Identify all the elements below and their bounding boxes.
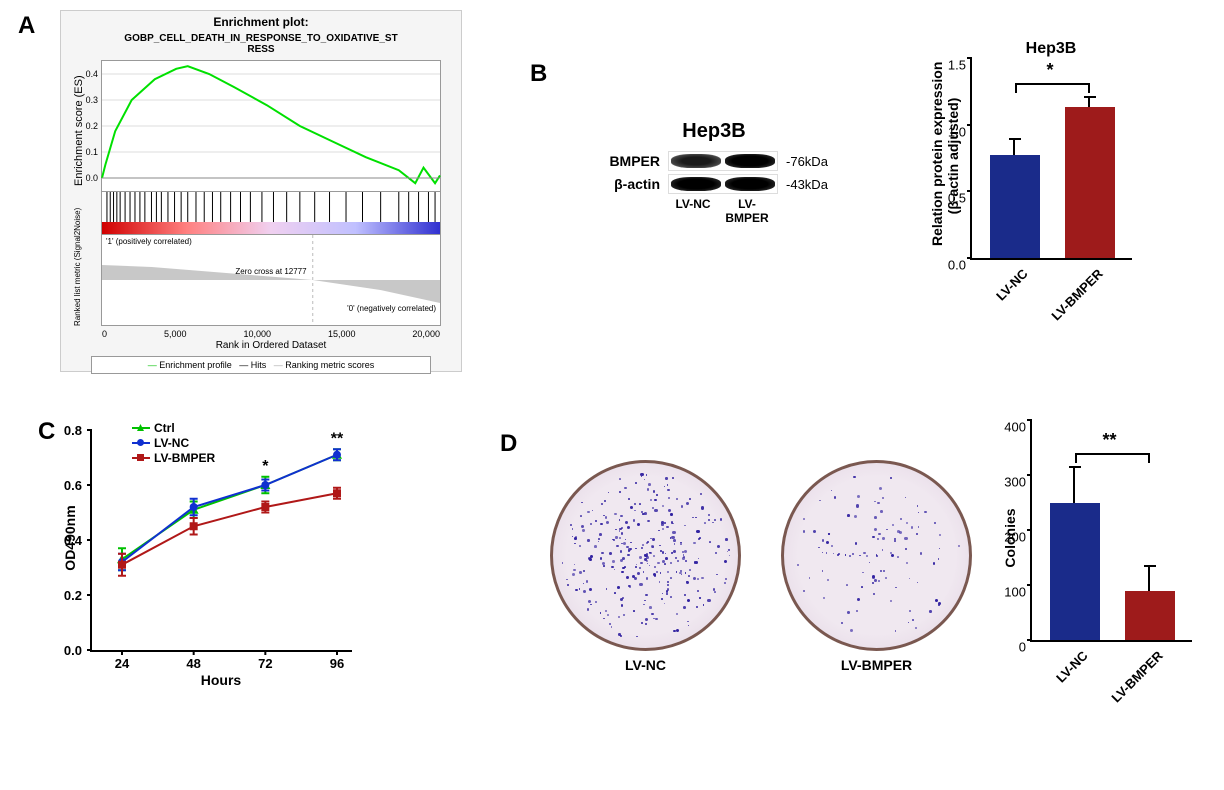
- lane-label: LV-BMPER: [722, 197, 772, 225]
- gsea-gradient: [101, 222, 441, 234]
- svg-text:0.0: 0.0: [86, 173, 98, 183]
- svg-text:0.1: 0.1: [86, 147, 98, 157]
- blot-lane-labels: LV-NC LV-BMPER: [668, 197, 828, 225]
- svg-text:96: 96: [330, 656, 344, 671]
- svg-text:0.2: 0.2: [86, 121, 98, 131]
- svg-text:0.2: 0.2: [64, 588, 82, 603]
- dish-label: LV-BMPER: [781, 657, 972, 673]
- xtick: 0: [102, 329, 107, 339]
- es-curve-svg: 0.00.10.20.30.4: [102, 61, 440, 191]
- panel-a: A Enrichment plot: GOBP_CELL_DEATH_IN_RE…: [10, 10, 490, 390]
- svg-text:**: **: [331, 430, 344, 447]
- lc-svg: 0.00.20.40.60.824487296***: [92, 430, 352, 650]
- gsea-ranked-area: '1' (positively correlated) Zero cross a…: [101, 234, 441, 326]
- lane-label: LV-NC: [668, 197, 718, 225]
- panel-c: C OD490nm 0.00.20.40.60.824487296*** Ctr…: [10, 390, 490, 770]
- blot-row-bmper: BMPER -76kDa: [600, 151, 828, 171]
- gsea-xlabel: Rank in Ordered Dataset: [102, 340, 440, 351]
- line-chart-c: OD490nm 0.00.20.40.60.824487296*** CtrlL…: [90, 430, 352, 688]
- svg-text:0.4: 0.4: [86, 69, 98, 79]
- svg-text:0.6: 0.6: [64, 478, 82, 493]
- gsea-xticks: 0 5,000 10,000 15,000 20,000: [102, 329, 440, 339]
- lc-area: 0.00.20.40.60.824487296*** CtrlLV-NCLV-B…: [90, 430, 352, 652]
- band: [725, 177, 775, 191]
- svg-text:0.4: 0.4: [64, 533, 83, 548]
- neg-corr-label: '0' (negatively correlated): [347, 304, 436, 313]
- colony-dishes: LV-NC LV-BMPER: [550, 460, 972, 673]
- bar-chart-d: Colonies 0100200300400LV-NCLV-BMPER**: [1030, 420, 1192, 642]
- band-pair: [668, 174, 778, 194]
- svg-text:0.8: 0.8: [64, 423, 82, 438]
- band-pair: [668, 151, 778, 171]
- gsea-plot: Enrichment plot: GOBP_CELL_DEATH_IN_RESP…: [60, 10, 462, 372]
- blot-cell-line: Hep3B: [600, 120, 828, 143]
- bar-b-ylabel: Relation protein expression (β-actin adj…: [929, 66, 961, 246]
- lc-legend: CtrlLV-NCLV-BMPER: [132, 420, 215, 466]
- colony-dish-bmper: [781, 460, 972, 651]
- dish-label: LV-NC: [550, 657, 741, 673]
- gsea-subtitle-1: GOBP_CELL_DEATH_IN_RESPONSE_TO_OXIDATIVE…: [61, 33, 461, 44]
- blot-row-actin: β-actin -43kDa: [600, 174, 828, 194]
- panel-b: B Hep3B BMPER -76kDa β-actin -43kDa: [490, 10, 1224, 390]
- bar-d-area: 0100200300400LV-NCLV-BMPER**: [1030, 420, 1192, 642]
- band: [725, 154, 775, 168]
- bar-chart-b: Hep3B Relation protein expression (β-act…: [970, 40, 1132, 260]
- panel-b-label: B: [530, 60, 547, 88]
- gsea-legend: — Enrichment profile — Hits — Ranking me…: [91, 356, 431, 374]
- zero-cross-label: Zero cross at 12777: [235, 267, 306, 276]
- kda-label: -43kDa: [786, 177, 828, 192]
- gsea-hits-area: [101, 192, 441, 222]
- figure-grid: A Enrichment plot: GOBP_CELL_DEATH_IN_RE…: [10, 10, 1214, 770]
- lc-xlabel: Hours: [90, 672, 352, 688]
- panel-a-label: A: [18, 12, 35, 40]
- dish-wrap: LV-NC: [550, 460, 741, 673]
- bar-b-area: 0.00.51.01.5LV-NCLV-BMPER*: [970, 58, 1132, 260]
- western-blot: Hep3B BMPER -76kDa β-actin -43kDa LV-NC: [600, 120, 828, 225]
- band: [671, 154, 721, 168]
- svg-text:0.3: 0.3: [86, 95, 98, 105]
- xtick: 20,000: [412, 329, 440, 339]
- ranked-ylabel: Ranked list metric (Signal2Noise): [73, 208, 82, 326]
- svg-text:72: 72: [258, 656, 272, 671]
- xtick: 15,000: [328, 329, 356, 339]
- panel-d-label: D: [500, 430, 517, 458]
- svg-text:48: 48: [186, 656, 200, 671]
- xtick: 10,000: [243, 329, 271, 339]
- hits-svg: [102, 192, 440, 222]
- band: [671, 177, 721, 191]
- xtick: 5,000: [164, 329, 187, 339]
- es-curve-area: 0.00.10.20.30.4: [101, 60, 441, 192]
- dish-wrap: LV-BMPER: [781, 460, 972, 673]
- colony-dish-nc: [550, 460, 741, 651]
- gsea-title: Enrichment plot:: [61, 11, 461, 33]
- svg-text:24: 24: [115, 656, 130, 671]
- panel-d: D LV-NC LV-BMPER Colonies 0100200300400L…: [490, 390, 1224, 770]
- blot-label: BMPER: [600, 153, 660, 169]
- svg-text:*: *: [262, 458, 269, 475]
- chart-title: Hep3B: [970, 40, 1132, 58]
- pos-corr-label: '1' (positively correlated): [106, 237, 192, 246]
- kda-label: -76kDa: [786, 154, 828, 169]
- svg-text:0.0: 0.0: [64, 643, 82, 658]
- blot-label: β-actin: [600, 176, 660, 192]
- es-ylabel: Enrichment score (ES): [73, 75, 85, 186]
- gsea-subtitle-2: RESS: [61, 44, 461, 55]
- panel-c-label: C: [38, 418, 55, 446]
